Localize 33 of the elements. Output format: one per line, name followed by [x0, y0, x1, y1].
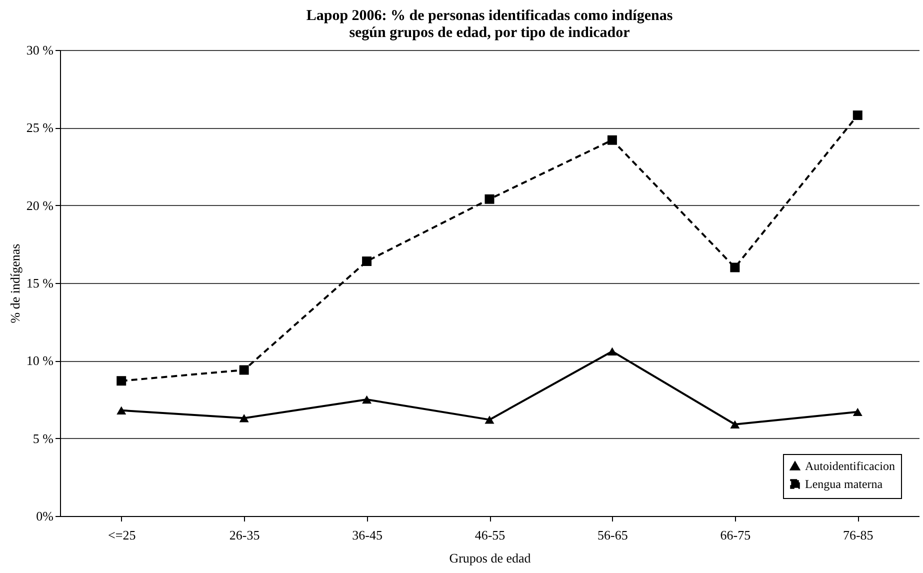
point	[362, 395, 372, 404]
y-tick-label: 30 %	[26, 42, 54, 58]
x-tick-label: 56-65	[598, 528, 628, 542]
point	[484, 416, 494, 424]
point	[239, 365, 249, 375]
y-tick-label: 0%	[36, 508, 54, 524]
x-axis-title: Grupos de edad	[449, 550, 532, 566]
point	[607, 347, 617, 356]
point	[852, 110, 862, 120]
point	[730, 262, 740, 272]
point	[607, 135, 617, 145]
point	[116, 406, 126, 414]
y-tick-label: 15 %	[26, 276, 54, 290]
legend-label: Autoidentificacion	[805, 459, 895, 473]
y-tick-label: 20 %	[26, 198, 54, 213]
point	[116, 376, 126, 386]
y-tick-label: 25 %	[26, 120, 54, 136]
y-axis-title: % de indígenas	[7, 244, 22, 324]
x-tick-label: <=25	[108, 528, 136, 542]
y-tick-label: 10 %	[26, 353, 54, 368]
y-tick-label: 5 %	[32, 430, 54, 446]
point	[730, 420, 740, 428]
x-tick-label: 76-85	[842, 528, 874, 542]
chart-title: Lapop 2006: % de personas identificadas como indígenas según grupos de edad, por tipo de indicador	[306, 8, 673, 41]
x-tick-label: 26-35	[229, 528, 260, 542]
point	[484, 194, 494, 204]
legend-label: Lengua materna	[805, 477, 884, 491]
point	[362, 256, 372, 266]
x-tick-label: 66-75	[720, 528, 751, 542]
x-tick-label: 46-55	[474, 528, 506, 542]
x-tick-label: 36-45	[352, 528, 382, 542]
point	[239, 414, 249, 422]
point	[852, 408, 862, 416]
